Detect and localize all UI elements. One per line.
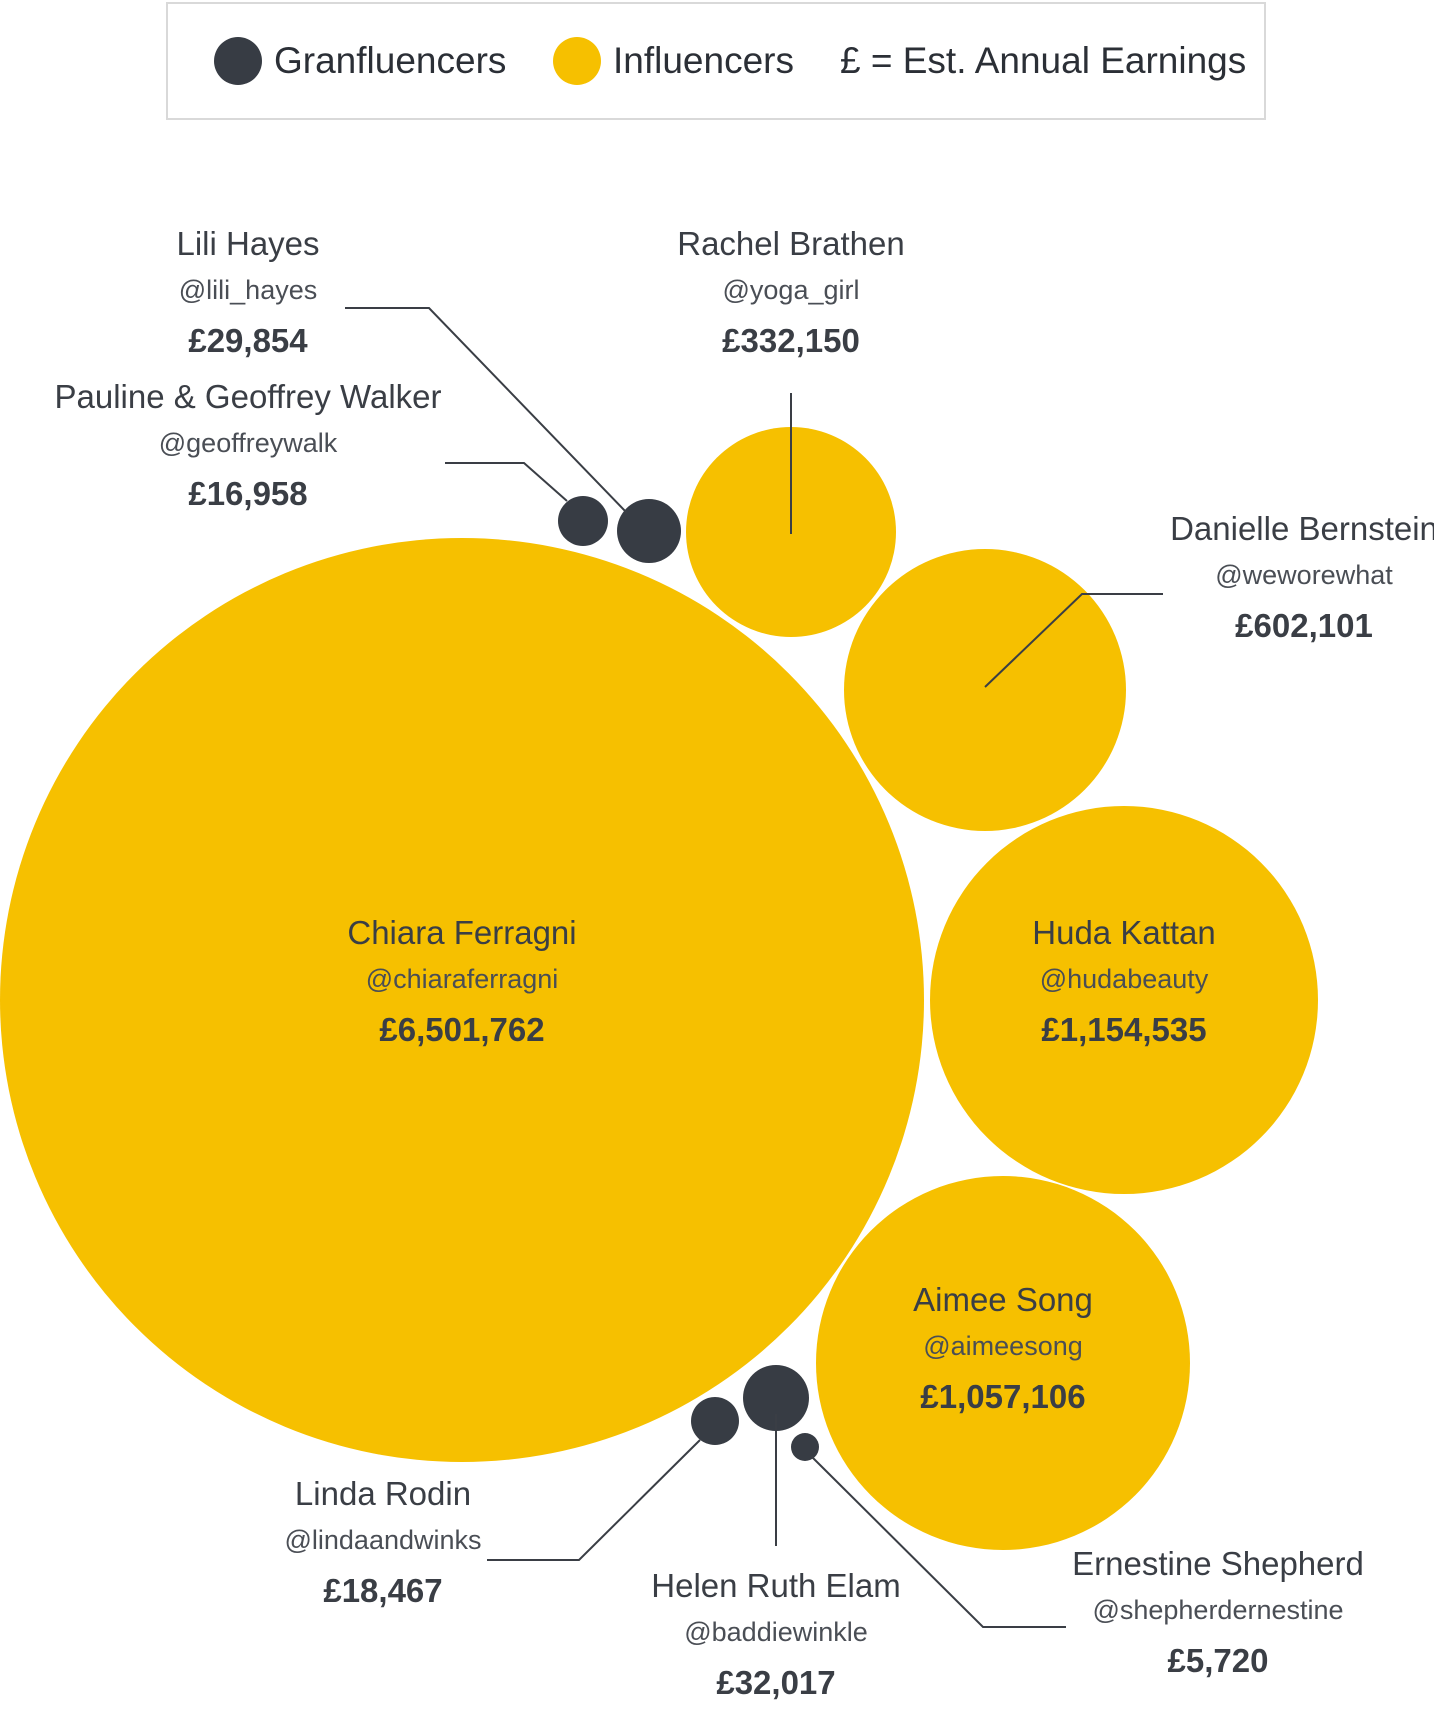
bubble-value-linda-rodin: £18,467 [323,1572,442,1609]
legend-label-granfluencers: Granfluencers [274,40,507,81]
bubble-name-aimee-song: Aimee Song [913,1281,1093,1318]
bubble-danielle-bernstein [844,549,1126,831]
bubble-name-danielle-bernstein: Danielle Bernstein [1170,510,1434,547]
bubble-handle-pauline-and-geoffrey-walker: @geoffreywalk [159,428,338,458]
bubble-name-rachel-brathen: Rachel Brathen [677,225,904,262]
earnings-note: £ = Est. Annual Earnings [840,40,1247,81]
bubble-huda-kattan [930,806,1318,1194]
bubble-value-huda-kattan: £1,154,535 [1041,1011,1206,1048]
bubble-handle-danielle-bernstein: @weworewhat [1215,560,1393,590]
bubble-value-pauline-and-geoffrey-walker: £16,958 [188,475,307,512]
leader-line-pauline-and-geoffrey-walker [445,462,568,502]
bubble-layer [0,427,1318,1550]
bubble-lili-hayes [617,499,681,563]
bubble-handle-huda-kattan: @hudabeauty [1040,964,1209,994]
bubble-linda-rodin [691,1397,739,1445]
leader-line-ernestine-shepherd [810,1455,1066,1628]
leader-line-lili-hayes [345,307,628,514]
bubble-name-helen-ruth-elam: Helen Ruth Elam [651,1567,900,1604]
bubble-pauline-and-geoffrey-walker [558,496,608,546]
bubble-value-aimee-song: £1,057,106 [920,1378,1085,1415]
bubble-name-chiara-ferragni: Chiara Ferragni [347,914,576,951]
legend-label-influencers: Influencers [613,40,794,81]
bubble-handle-lili-hayes: @lili_hayes [179,275,317,305]
leader-line-danielle-bernstein [984,593,1163,688]
bubble-value-danielle-bernstein: £602,101 [1235,607,1373,644]
bubble-handle-aimee-song: @aimeesong [923,1331,1083,1361]
bubble-handle-linda-rodin: @lindaandwinks [284,1525,481,1555]
bubble-name-linda-rodin: Linda Rodin [295,1475,471,1512]
bubble-ernestine-shepherd [791,1433,819,1461]
bubble-helen-ruth-elam [743,1365,809,1431]
bubble-value-ernestine-shepherd: £5,720 [1168,1642,1269,1679]
bubble-name-lili-hayes: Lili Hayes [176,225,319,262]
bubble-handle-helen-ruth-elam: @baddiewinkle [684,1617,868,1647]
legend-item-granfluencers: Granfluencers [214,4,506,118]
bubble-handle-ernestine-shepherd: @shepherdernestine [1092,1595,1343,1625]
leader-line-layer [345,307,1163,1628]
leader-line-linda-rodin [487,1439,701,1561]
bubble-handle-chiara-ferragni: @chiaraferragni [366,964,559,994]
bubble-handle-rachel-brathen: @yoga_girl [723,275,860,305]
bubble-chiara-ferragni [0,538,924,1462]
granfluencer-swatch-icon [214,37,262,85]
bubble-value-lili-hayes: £29,854 [188,322,308,359]
legend: Granfluencers Influencers £ = Est. Annua… [166,2,1266,120]
legend-item-influencers: Influencers [553,4,794,118]
bubble-value-rachel-brathen: £332,150 [722,322,860,359]
influencer-swatch-icon [553,37,601,85]
label-layer: Chiara Ferragni @chiaraferragni £6,501,762… [54,225,1434,1701]
legend-item-earnings-note: £ = Est. Annual Earnings [840,4,1246,118]
bubble-aimee-song [816,1176,1190,1550]
bubble-name-ernestine-shepherd: Ernestine Shepherd [1072,1545,1364,1582]
bubble-value-helen-ruth-elam: £32,017 [716,1664,835,1701]
bubble-name-pauline-and-geoffrey-walker: Pauline & Geoffrey Walker [54,378,441,415]
bubble-name-huda-kattan: Huda Kattan [1032,914,1215,951]
bubble-value-chiara-ferragni: £6,501,762 [379,1011,544,1048]
